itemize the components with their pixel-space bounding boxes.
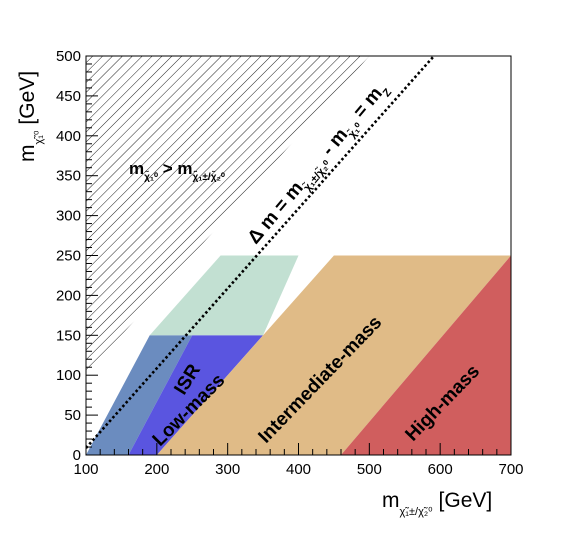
kinematic-line-layer: [86, 56, 436, 449]
region-low-mass-ext: [149, 255, 299, 336]
y-tick-label: 500: [56, 48, 81, 65]
y-tick-label: 0: [73, 447, 81, 464]
y-tick-label: 450: [56, 88, 81, 105]
region-isr: [86, 335, 193, 455]
forbidden-region-label: mχ̃₁⁰ > mχ̃₁±/χ̃₂⁰: [129, 159, 225, 183]
y-tick-label: 250: [56, 248, 81, 265]
x-axis-title: mχ̃₁±/χ̃₂⁰ [GeV]: [382, 489, 492, 518]
y-tick-label: 200: [56, 287, 81, 304]
y-axis-ticks: 0 50 100 150 200 250 300 350 400 450 500: [56, 48, 98, 464]
kinematic-line: [86, 56, 436, 449]
region-intermediate-mass: [156, 255, 511, 455]
x-tick-label: 100: [73, 461, 98, 478]
y-tick-label: 150: [56, 327, 81, 344]
y-tick-label: 50: [64, 407, 81, 424]
x-tick-label: 200: [144, 461, 169, 478]
forbidden-region-hatch: [86, 56, 370, 376]
y-axis-title: mχ̃₁⁰[GeV]: [16, 71, 45, 162]
y-tick-label: 300: [56, 208, 81, 225]
y-tick-label: 350: [56, 168, 81, 185]
x-tick-label: 400: [286, 461, 311, 478]
x-axis-ticks: 100 200 300 400 500 600 700: [73, 443, 524, 478]
region-high-mass: [341, 255, 511, 455]
region-low-mass: [128, 335, 264, 455]
x-tick-label: 300: [215, 461, 240, 478]
regions: [86, 255, 511, 455]
forbidden-region: [86, 56, 370, 376]
x-tick-label: 500: [357, 461, 382, 478]
x-tick-label: 700: [498, 461, 523, 478]
y-tick-label: 400: [56, 128, 81, 145]
x-tick-label: 600: [428, 461, 453, 478]
y-tick-label: 100: [56, 367, 81, 384]
